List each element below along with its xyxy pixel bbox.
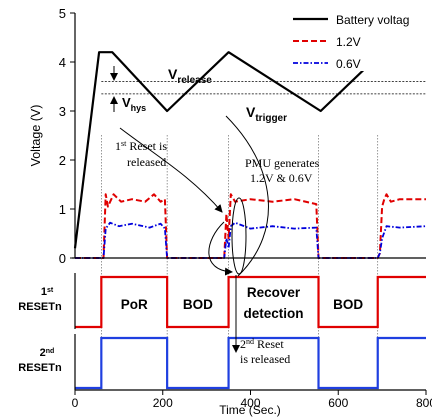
threshold-label-trigger: Vtrigger	[246, 104, 287, 124]
panel-label-main: 1	[41, 286, 47, 298]
hysteresis-label: Vhys	[122, 95, 146, 113]
threshold-base: V	[246, 104, 256, 120]
segment-label-1: BOD	[183, 297, 213, 312]
y-tick-label-5: 5	[59, 6, 66, 21]
arrow-trigger-curve	[225, 115, 269, 277]
a-sup: st	[121, 139, 127, 148]
annot-second-reset-line1: 2nd Reset	[240, 337, 284, 352]
digital-panel-label-1: 2nd	[40, 347, 55, 359]
digital-signal-1	[75, 336, 426, 390]
axes	[70, 12, 427, 395]
x-tick-label-3: 600	[328, 396, 348, 410]
legend-label-1: 1.2V	[336, 35, 361, 49]
x-tick-label-1: 200	[153, 396, 173, 410]
annot-pmu-line1: PMU generates	[245, 156, 320, 170]
threshold-base: V	[168, 66, 178, 82]
event-grid-lines	[101, 135, 379, 390]
y-tick-label-1: 1	[59, 202, 66, 217]
segment-label-recover: Recover	[247, 285, 301, 300]
legend-label-2: 0.6V	[336, 57, 361, 71]
digital-panels	[75, 275, 426, 390]
y-axis-label: Voltage (V)	[29, 105, 43, 167]
annot-second-reset-line2: is released	[240, 352, 290, 366]
x-tick-label-2: 400	[240, 396, 260, 410]
annot-first-reset-line2: released	[127, 155, 166, 169]
y-tick-label-3: 3	[59, 104, 66, 119]
a-sup: nd	[246, 337, 254, 346]
x-axis-label: Time (Sec.)	[219, 403, 281, 417]
legend-label-0: Battery voltag	[336, 13, 409, 27]
digital-panel-label-line2-1: RESETn	[18, 362, 62, 374]
arrow-reset-to-recover	[208, 221, 233, 276]
y-tick-label-0: 0	[59, 251, 66, 266]
segment-label-detection: detection	[244, 306, 304, 321]
threshold-label-release: Vrelease	[168, 66, 212, 86]
chart-legend: Battery voltag 1.2V 0.6V	[288, 3, 432, 71]
panel-label-sup: nd	[46, 348, 55, 355]
segment-label-0: PoR	[121, 297, 148, 312]
threshold-sub: trigger	[255, 113, 287, 124]
hys-base: V	[122, 95, 131, 110]
series-line-2	[75, 221, 427, 259]
digital-panel-label-line2-0: RESETn	[18, 301, 62, 313]
annot-pmu-line2: 1.2V & 0.6V	[250, 171, 313, 185]
y-tick-label-4: 4	[59, 55, 66, 70]
a-main: 2	[240, 337, 246, 351]
panel-label-main: 2	[40, 347, 46, 359]
arrow-first-reset-to-pmu	[119, 127, 223, 213]
digital-panel-label-0: 1st	[41, 286, 54, 298]
threshold-sub: release	[177, 75, 212, 86]
threshold-lines	[101, 81, 426, 95]
legend-background	[288, 3, 432, 71]
hys-sub: hys	[131, 103, 147, 113]
a-main: 1	[115, 139, 121, 153]
a-rest: Reset	[254, 337, 284, 351]
pmu-ellipse	[231, 197, 247, 275]
x-tick-label-0: 0	[72, 396, 79, 410]
y-tick-label-2: 2	[59, 153, 66, 168]
segment-label-3: BOD	[333, 297, 363, 312]
a-rest: Reset is	[126, 139, 167, 153]
series-line-1	[75, 193, 426, 259]
panel-label-sup: st	[47, 287, 54, 294]
x-tick-label-4: 800	[416, 396, 432, 410]
digital-signal-0	[75, 275, 426, 329]
annot-first-reset-line1: 1st Reset is	[115, 139, 167, 154]
